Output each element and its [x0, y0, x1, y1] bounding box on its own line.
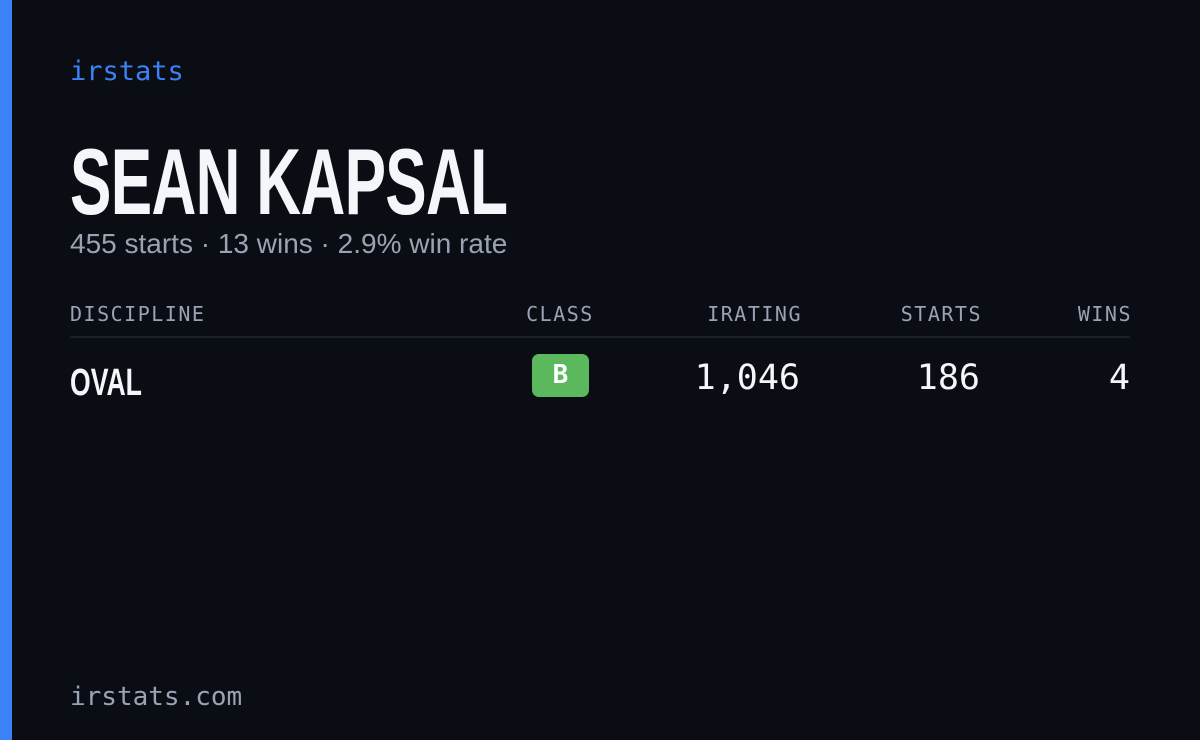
column-header: DISCIPLINE: [70, 302, 206, 326]
irating: 1,046: [694, 358, 800, 398]
wins: 4: [1108, 358, 1130, 398]
footer-url: irstats.com: [70, 682, 243, 712]
class-badge: B: [532, 354, 589, 397]
starts: 186: [916, 358, 980, 398]
brand: irstats: [70, 56, 184, 87]
column-header: IRATING: [707, 302, 802, 326]
accent-bar: [0, 0, 12, 740]
discipline: OVAL: [70, 362, 142, 404]
driver-summary: 455 starts · 13 wins · 2.9% win rate: [70, 228, 508, 259]
header-rule: [70, 336, 1130, 338]
column-header: CLASS: [526, 302, 594, 326]
column-header: WINS: [1077, 302, 1132, 326]
column-header: STARTS: [900, 302, 982, 326]
driver-name: SEAN KAPSAL: [70, 129, 508, 234]
